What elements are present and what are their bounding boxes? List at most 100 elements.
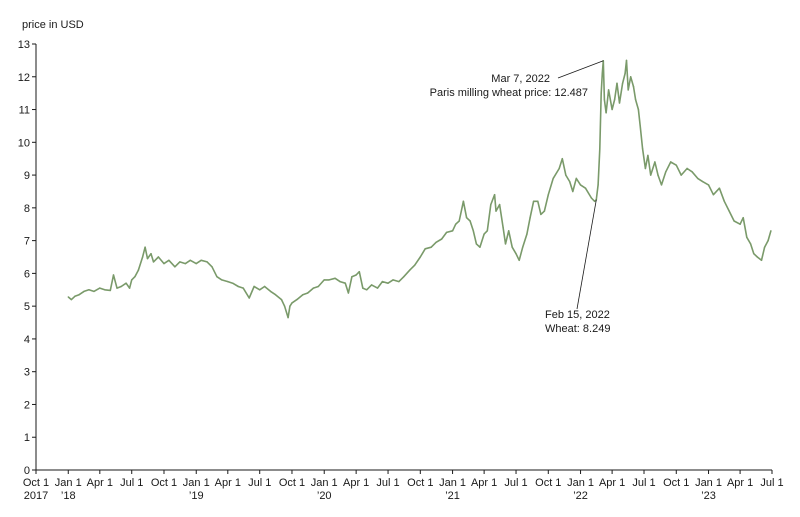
data-point	[211, 266, 213, 268]
data-point	[760, 259, 763, 261]
data-point	[263, 285, 266, 288]
data-point	[511, 246, 513, 248]
x-tick-label: Apr 1	[87, 477, 113, 489]
data-point	[475, 243, 478, 245]
x-tick-label: Jan 1	[695, 477, 722, 489]
y-tick-label: 0	[24, 465, 30, 477]
x-tick-label: Oct 1	[151, 477, 177, 489]
data-point	[376, 287, 379, 289]
y-tick-label: 7	[24, 236, 30, 248]
x-tick-label: Jul 1	[248, 477, 271, 489]
data-point	[718, 187, 721, 189]
data-point	[157, 256, 160, 258]
data-point	[67, 296, 70, 298]
data-point	[269, 290, 272, 293]
data-point	[221, 279, 223, 281]
data-point	[462, 200, 465, 202]
data-point	[280, 298, 283, 301]
data-point	[579, 184, 582, 186]
data-point	[691, 171, 693, 173]
data-point	[362, 287, 364, 289]
data-point	[347, 292, 350, 294]
data-point	[493, 194, 496, 196]
data-point	[116, 287, 118, 289]
data-point	[259, 289, 261, 291]
data-point	[206, 261, 208, 263]
data-point	[613, 99, 616, 101]
data-point	[624, 72, 626, 75]
y-tick-label: 10	[18, 137, 30, 149]
y-tick-label: 6	[24, 268, 30, 280]
data-point	[358, 271, 360, 273]
data-point	[593, 200, 596, 202]
x-tick-year-label: 2017	[24, 490, 48, 502]
x-tick-label: Apr 1	[727, 477, 753, 489]
data-point	[216, 276, 218, 278]
data-point	[237, 285, 239, 288]
annotation-pre-invasion-date: Feb 15, 2022	[545, 309, 610, 321]
data-point	[274, 294, 277, 296]
data-point	[565, 174, 567, 176]
x-tick-year-label: ’23	[701, 490, 716, 502]
data-point	[607, 89, 610, 91]
x-tick-label: Jul 1	[120, 477, 143, 489]
data-point	[458, 220, 460, 222]
data-point	[756, 256, 758, 258]
x-tick-label: Jul 1	[376, 477, 399, 489]
data-point	[601, 72, 603, 75]
data-point	[495, 210, 497, 212]
x-tick-year-label: ’19	[189, 490, 204, 502]
data-point	[552, 177, 554, 180]
data-point	[366, 289, 368, 291]
data-point	[753, 253, 755, 255]
data-point	[150, 253, 152, 255]
data-point	[665, 171, 667, 173]
data-point	[344, 282, 346, 284]
x-tick-label: Oct 1	[407, 477, 433, 489]
x-tick-label: Jan 1	[183, 477, 210, 489]
data-point	[387, 282, 389, 284]
data-point	[723, 200, 725, 202]
data-point	[518, 259, 520, 261]
data-point	[621, 82, 624, 85]
data-point	[675, 164, 677, 166]
data-point	[83, 290, 85, 293]
x-tick-label: Oct 1	[23, 477, 49, 489]
data-point	[419, 256, 421, 258]
data-point	[296, 298, 298, 301]
data-point	[141, 256, 144, 258]
data-point	[763, 246, 766, 248]
data-point	[283, 305, 286, 307]
data-point	[515, 253, 517, 255]
y-tick-label: 13	[18, 39, 30, 51]
data-point	[312, 287, 315, 289]
data-point	[639, 125, 641, 127]
data-point	[451, 230, 454, 232]
data-point	[403, 276, 405, 278]
data-point	[137, 269, 140, 271]
data-point	[632, 85, 635, 88]
data-point	[707, 184, 710, 186]
data-point	[472, 230, 474, 232]
data-point	[572, 190, 574, 193]
x-tick-label: Jan 1	[439, 477, 466, 489]
data-point	[152, 261, 155, 263]
annotation-leader-line-peak	[557, 60, 604, 79]
data-point	[770, 230, 772, 232]
data-point	[120, 285, 122, 288]
data-point	[746, 236, 748, 238]
x-tick-label: Oct 1	[279, 477, 305, 489]
data-point	[486, 230, 488, 232]
data-point	[597, 184, 599, 186]
y-tick-label: 8	[24, 203, 30, 215]
x-tick-year-label: ’18	[61, 490, 76, 502]
data-point	[739, 223, 741, 225]
data-point	[490, 203, 492, 206]
x-tick-year-label: ’20	[317, 490, 332, 502]
x-tick-label: Jan 1	[55, 477, 82, 489]
data-point	[605, 112, 607, 114]
data-point	[543, 210, 546, 212]
annotation-peak-date: Mar 7, 2022	[491, 73, 550, 85]
data-point	[526, 233, 528, 235]
